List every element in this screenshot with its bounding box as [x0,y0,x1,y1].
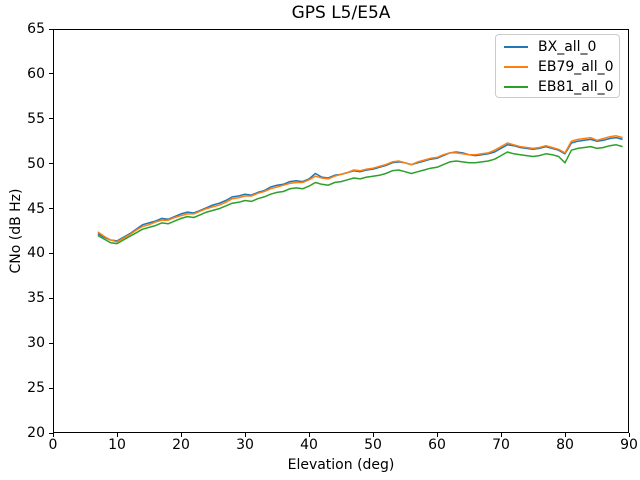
legend-label: BX_all_0 [538,39,597,55]
y-tick-mark [49,208,53,210]
x-tick-mark [372,433,374,437]
legend-item: EB81_all_0 [496,77,619,97]
chart-title: GPS L5/E5A [291,3,391,23]
x-tick-mark [564,433,566,437]
y-tick-mark [49,297,53,299]
legend-label: EB79_all_0 [538,59,614,75]
x-tick-label: 30 [236,437,254,453]
y-tick-mark [49,163,53,165]
y-tick-mark [49,73,53,75]
x-tick-label: 60 [428,437,446,453]
y-tick-label: 30 [27,335,45,352]
x-tick-mark [436,433,438,437]
line-EB81_all_0 [97,144,623,245]
plot-lines-canvas [97,135,623,245]
y-tick-label: 60 [27,65,45,82]
y-tick-mark [49,387,53,389]
y-tick-label: 25 [27,380,45,397]
x-tick-label: 80 [556,437,574,453]
x-tick-label: 50 [364,437,382,453]
line-BX_all_0 [97,136,623,242]
legend-line-swatch-blue [504,46,528,48]
x-tick-label: 0 [48,437,58,453]
x-tick-mark [244,433,246,437]
legend-line-swatch-green [504,86,528,88]
x-tick-mark [500,433,502,437]
y-tick-label: 20 [27,425,45,441]
legend-line-swatch-orange [504,66,528,68]
x-tick-mark [308,433,310,437]
y-tick-label: 65 [27,21,45,37]
legend-item: EB79_all_0 [496,57,619,77]
x-tick-label: 70 [492,437,510,453]
x-tick-mark [116,433,118,437]
legend-item: BX_all_0 [496,37,619,57]
y-tick-mark [49,252,53,254]
y-tick-mark [49,28,53,30]
x-tick-label: 40 [300,437,318,453]
y-tick-mark [49,118,53,120]
x-tick-label: 20 [172,437,190,453]
x-tick-label: 90 [620,437,638,453]
x-tick-mark [52,433,54,437]
y-tick-label: 45 [27,200,45,217]
x-axis-label: Elevation (deg) [287,457,395,473]
y-tick-mark [49,432,53,434]
y-tick-label: 40 [27,245,45,262]
legend: BX_all_0 EB79_all_0 EB81_all_0 [495,34,620,98]
x-tick-mark [628,433,630,437]
y-tick-label: 35 [27,290,45,307]
line-EB79_all_0 [97,135,623,243]
y-tick-label: 50 [27,155,45,172]
legend-label: EB81_all_0 [538,79,614,95]
x-tick-label: 10 [108,437,126,453]
y-tick-label: 55 [27,110,45,127]
y-tick-mark [49,342,53,344]
x-tick-mark [180,433,182,437]
